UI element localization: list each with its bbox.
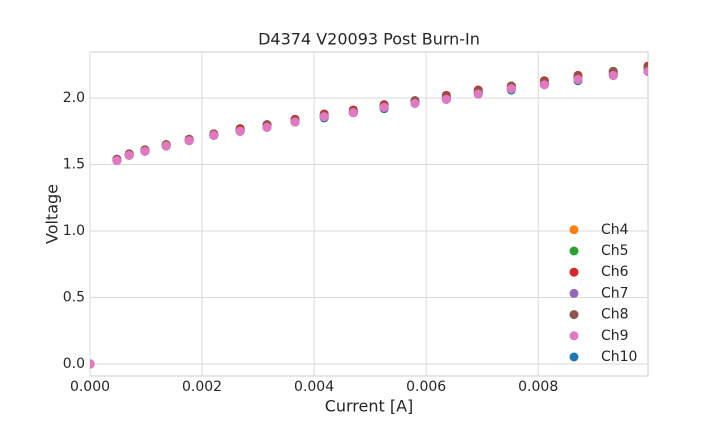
legend-label: Ch5: [601, 243, 629, 259]
point: [140, 146, 150, 156]
legend-marker: [569, 225, 579, 235]
x-axis-label: Current [A]: [325, 397, 414, 416]
legend-label: Ch7: [601, 285, 629, 301]
point: [262, 122, 272, 132]
point: [184, 136, 194, 146]
point: [112, 156, 122, 166]
legend-label: Ch4: [601, 222, 629, 238]
legend-label: Ch8: [601, 307, 629, 323]
point: [608, 70, 618, 80]
legend-marker: [569, 352, 579, 362]
point: [124, 150, 134, 160]
legend-label: Ch10: [601, 349, 637, 365]
y-tick-label: 2.0: [63, 90, 85, 106]
x-tick-label: 0.008: [518, 379, 558, 395]
point: [539, 80, 549, 90]
point: [410, 98, 420, 108]
legend-marker: [569, 310, 579, 320]
point: [473, 89, 483, 99]
point: [90, 359, 95, 369]
point: [290, 117, 300, 127]
y-tick-label: 1.0: [63, 223, 85, 239]
grid: [89, 52, 648, 376]
x-tick-label: 0.006: [406, 379, 446, 395]
points: [90, 61, 648, 369]
legend-label: Ch6: [601, 264, 629, 280]
point: [573, 74, 583, 84]
legend-marker: [569, 267, 579, 277]
legend-marker: [569, 246, 579, 256]
legend-label: Ch9: [601, 328, 629, 344]
y-tick-label: 0.0: [63, 356, 85, 372]
legend-marker: [569, 331, 579, 341]
plot-area: [89, 51, 649, 377]
y-tick-label: 1.5: [63, 157, 85, 173]
point: [319, 112, 329, 122]
point: [643, 66, 648, 76]
x-tick-label: 0.002: [182, 379, 222, 395]
x-tick-label: 0.004: [294, 379, 334, 395]
y-axis-label: Voltage: [43, 184, 62, 244]
legend-marker: [569, 288, 579, 298]
point: [441, 94, 451, 104]
point: [506, 84, 516, 94]
point: [209, 130, 219, 140]
x-tick-label: 0.000: [70, 379, 110, 395]
point: [161, 141, 171, 151]
point: [235, 126, 245, 136]
point: [379, 102, 389, 112]
point: [348, 108, 358, 118]
chart-title: D4374 V20093 Post Burn-In: [258, 30, 480, 49]
y-tick-label: 0.5: [63, 290, 85, 306]
